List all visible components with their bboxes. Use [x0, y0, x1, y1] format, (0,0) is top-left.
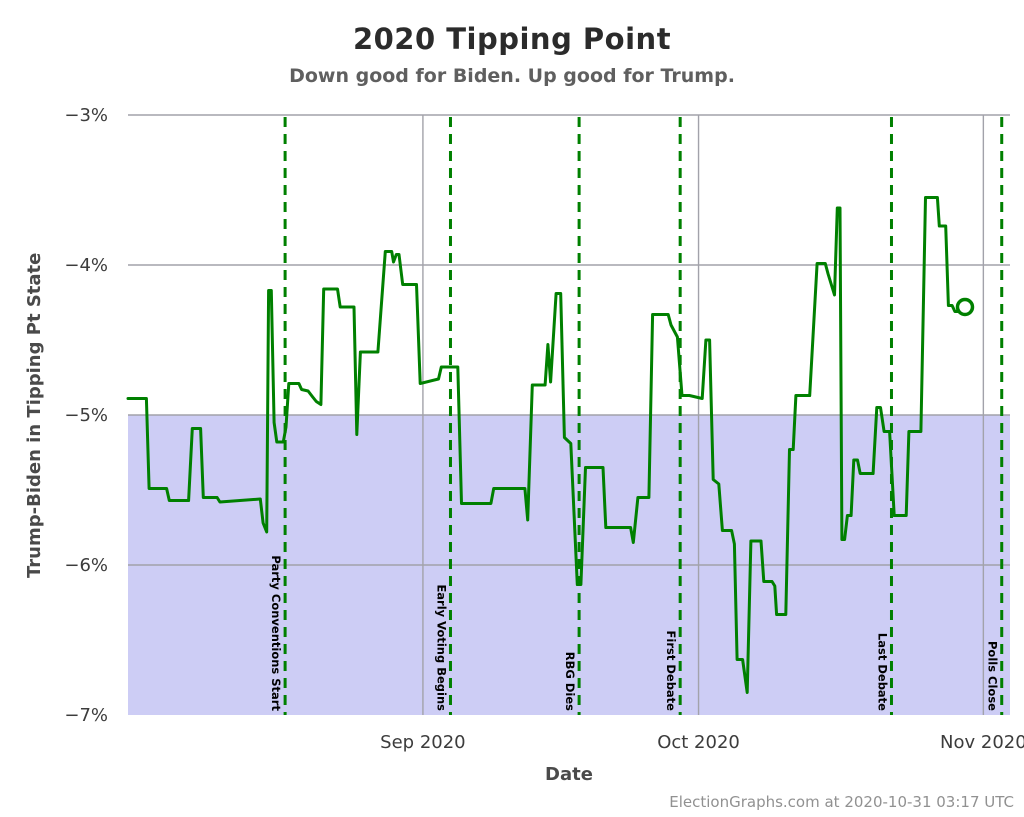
event-label-polls-close: Polls Close: [986, 641, 1000, 711]
y-axis-title: Trump-Biden in Tipping Pt State: [24, 252, 45, 578]
x-tick-label: Sep 2020: [380, 732, 465, 753]
event-label-last-debate: Last Debate: [875, 633, 889, 711]
y-tick-label--4: −4%: [64, 255, 108, 276]
x-tick-label: Oct 2020: [657, 732, 740, 753]
x-tick-label: Nov 2020: [940, 732, 1024, 753]
event-label-party-conventions-start: Party Conventions Start: [269, 555, 283, 711]
x-axis-title: Date: [545, 764, 593, 785]
margin-line: [126, 196, 967, 694]
latest-point-marker: [955, 297, 975, 317]
attribution-text: ElectionGraphs.com at 2020-10-31 03:17 U…: [669, 793, 1014, 811]
event-label-early-voting-begins: Early Voting Begins: [434, 584, 448, 711]
y-tick-label--6: −6%: [64, 555, 108, 576]
event-label-first-debate: First Debate: [664, 631, 678, 712]
y-tick-label--5: −5%: [64, 405, 108, 426]
y-tick-label--7: −7%: [64, 705, 108, 726]
y-tick-label--3: −3%: [64, 105, 108, 126]
event-label-rbg-dies: RBG Dies: [563, 652, 577, 711]
chart-subtitle: Down good for Biden. Up good for Trump.: [289, 65, 735, 87]
chart-title: 2020 Tipping Point: [352, 22, 672, 56]
